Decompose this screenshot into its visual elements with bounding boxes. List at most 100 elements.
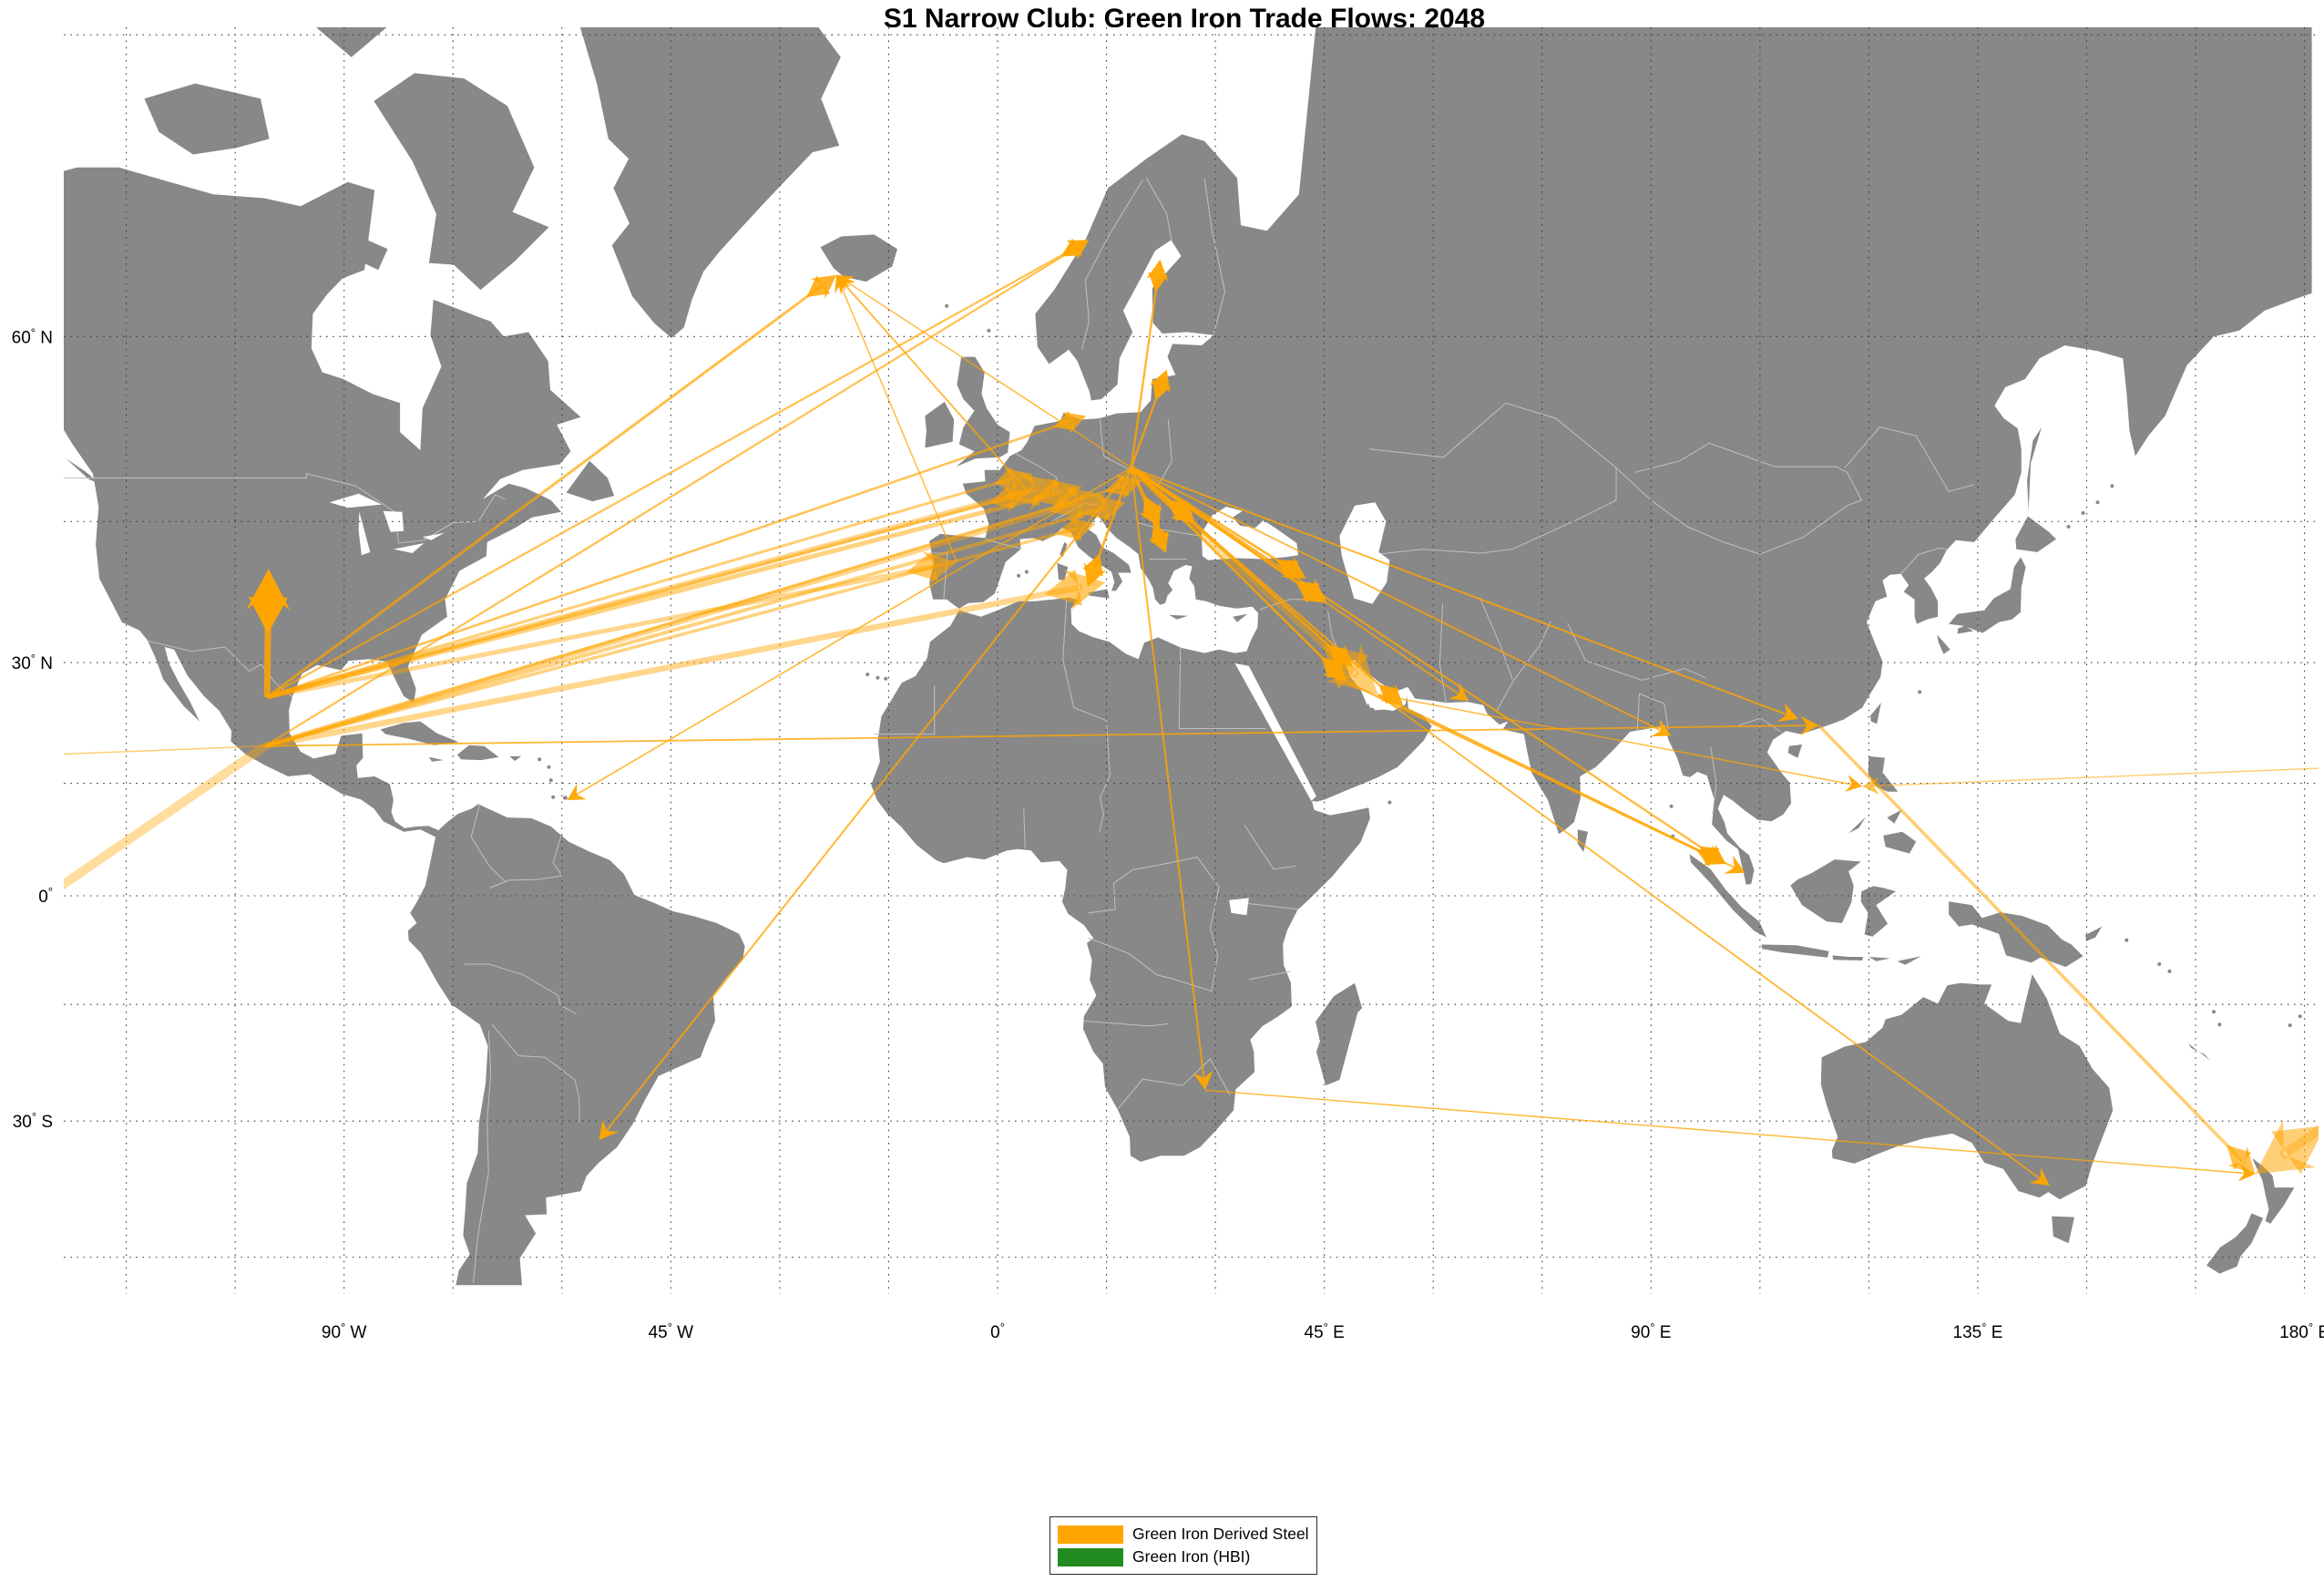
flow-line: [605, 467, 1132, 1133]
flow-arrowhead: [1651, 719, 1672, 737]
flow-line: [264, 483, 1129, 748]
country-border: [1438, 603, 1447, 704]
tick-label: 180° E: [2279, 1320, 2324, 1342]
sea: [1339, 502, 1390, 604]
flow-arrowhead: [1300, 579, 1327, 603]
landmass: [871, 27, 2312, 1162]
legend: Green Iron Derived Steel Green Iron (HBI…: [1049, 1516, 1317, 1575]
small-island: [987, 328, 991, 333]
tick-label: 45° E: [1305, 1320, 1345, 1342]
flow-arrowhead: [567, 783, 587, 800]
small-island: [1017, 573, 1021, 578]
country-border: [473, 1030, 492, 1284]
flow-line: [1130, 467, 1162, 542]
country-border: [64, 472, 506, 544]
landmass: [1787, 744, 1803, 758]
tick-label: 0°: [38, 885, 53, 907]
flow-line: [1130, 380, 1164, 468]
flow-line: [266, 282, 826, 699]
flow-arrowhead: [1083, 561, 1107, 588]
flow-line: [266, 418, 1075, 699]
flow-arrowhead: [1449, 683, 1469, 702]
landmass: [1937, 634, 1950, 654]
country-border: [1088, 937, 1213, 992]
landmass: [1790, 859, 1861, 923]
country-border: [1378, 467, 1617, 555]
flow-line: [1130, 467, 1717, 858]
flow-arrowhead: [1844, 775, 1863, 792]
landmass: [1897, 956, 1921, 965]
country-border: [1062, 600, 1107, 722]
tick-label: 30° S: [13, 1110, 53, 1132]
country-border: [1248, 971, 1292, 981]
flow-line: [264, 526, 1081, 748]
flow-line: [1377, 693, 1736, 869]
landmass: [1689, 854, 1766, 938]
landmass: [2052, 1216, 2074, 1244]
trade-flows: [64, 238, 2319, 1186]
small-island: [548, 778, 553, 783]
country-border: [1099, 720, 1111, 833]
small-island: [2217, 1022, 2222, 1027]
small-island: [1669, 804, 1674, 808]
small-island: [875, 675, 880, 680]
landmass: [1883, 831, 1917, 854]
legend-label-steel: Green Iron Derived Steel: [1132, 1525, 1309, 1543]
country-border: [1178, 647, 1182, 729]
landmass: [360, 240, 388, 271]
legend-label-hbi: Green Iron (HBI): [1132, 1547, 1251, 1566]
flow-line: [1131, 467, 1663, 732]
landmass: [428, 756, 444, 762]
flow-arrowhead: [1193, 1070, 1213, 1091]
landmass: [1860, 886, 1896, 937]
flow-arrowhead: [834, 274, 851, 293]
flow-line: [1090, 467, 1132, 575]
landmass: [2206, 1213, 2264, 1274]
country-border: [1244, 902, 1299, 910]
flow-arrowtail: [1056, 516, 1082, 540]
landmass: [1060, 541, 1068, 558]
landmass: [579, 27, 841, 338]
flow-arrowhead: [1281, 556, 1306, 579]
flow-line: [264, 724, 1808, 747]
country-border: [1710, 746, 1717, 815]
legend-swatch-hbi: [1058, 1547, 1123, 1567]
small-island: [2124, 938, 2129, 942]
flow-arrowhead: [1019, 473, 1060, 511]
tick-label: 30° N: [12, 652, 53, 673]
small-island: [1024, 570, 1029, 574]
landmass: [1057, 562, 1069, 580]
tick-label: 60° N: [12, 325, 53, 347]
landmass: [1868, 957, 1891, 961]
legend-swatch-steel: [1058, 1525, 1123, 1544]
landmass: [1832, 955, 1863, 960]
country-border: [1145, 178, 1172, 242]
country-border: [1738, 717, 1783, 734]
graticule: [64, 27, 2319, 1294]
flow-arrowhead: [1061, 412, 1087, 434]
flow-line: [266, 244, 1080, 698]
small-island: [537, 757, 542, 762]
flow-arrowhead: [2029, 1166, 2050, 1186]
landmass: [566, 460, 615, 502]
flow-line: [843, 282, 1029, 494]
flow-line: [1130, 272, 1160, 468]
sea: [329, 493, 383, 508]
flow-arrowtail: [1044, 569, 1082, 606]
flow-arrowtail: [1148, 272, 1169, 293]
sea: [1202, 507, 1298, 560]
small-island: [563, 796, 567, 800]
landmass: [2084, 926, 2103, 941]
country-border: [1844, 426, 1975, 492]
sea: [383, 510, 404, 532]
country-border: [1636, 693, 1669, 732]
landmass: [1848, 817, 1867, 834]
country-border: [1099, 419, 1135, 473]
flow-arrowhead: [1724, 855, 1746, 874]
landmass: [1316, 982, 1363, 1086]
flow-line: [1131, 467, 1788, 716]
country-border: [1081, 180, 1143, 350]
landmass: [2027, 426, 2042, 511]
country-border: [1137, 521, 1203, 537]
